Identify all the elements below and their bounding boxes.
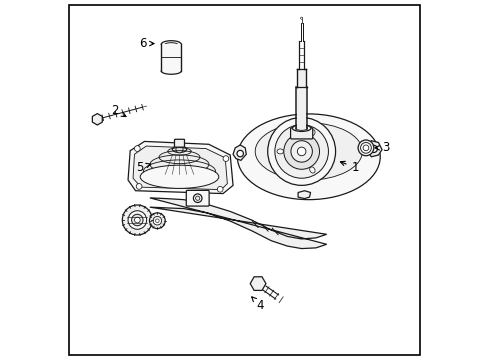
Ellipse shape [161,41,181,48]
Ellipse shape [164,42,178,47]
Circle shape [149,213,165,229]
Circle shape [223,156,228,161]
Ellipse shape [309,130,314,136]
Text: 5: 5 [136,161,150,174]
Circle shape [357,140,373,156]
Circle shape [134,217,140,223]
Circle shape [176,146,183,153]
Circle shape [193,194,202,203]
Text: 4: 4 [251,297,264,312]
Bar [161,44,181,71]
Polygon shape [298,191,310,199]
Text: 3: 3 [374,141,388,154]
Circle shape [237,150,243,157]
Polygon shape [233,145,246,160]
Polygon shape [367,141,381,157]
Bar [297,69,305,129]
Circle shape [128,211,146,229]
Ellipse shape [140,165,218,188]
Polygon shape [128,141,233,194]
Ellipse shape [172,146,186,153]
Circle shape [283,134,319,169]
Circle shape [369,145,377,153]
Ellipse shape [309,167,314,173]
FancyBboxPatch shape [186,190,209,206]
Polygon shape [133,146,227,190]
Circle shape [122,205,152,235]
Circle shape [300,17,302,19]
Circle shape [153,216,162,225]
Circle shape [274,125,328,178]
Ellipse shape [292,125,310,131]
Ellipse shape [295,126,307,130]
FancyBboxPatch shape [290,128,312,139]
Circle shape [290,141,312,162]
Circle shape [131,214,143,226]
Circle shape [195,196,200,201]
Text: 1: 1 [340,161,358,174]
Circle shape [297,147,305,156]
Text: 6: 6 [139,37,154,50]
Ellipse shape [276,149,283,154]
Circle shape [360,143,370,153]
Polygon shape [149,198,326,249]
Circle shape [267,117,335,185]
Circle shape [217,186,223,192]
Ellipse shape [161,68,181,74]
Circle shape [363,145,368,151]
Ellipse shape [255,123,362,180]
Ellipse shape [237,114,380,200]
Circle shape [136,184,142,189]
Circle shape [134,146,140,152]
Text: 2: 2 [111,104,126,117]
FancyBboxPatch shape [174,139,184,147]
Circle shape [155,219,159,222]
